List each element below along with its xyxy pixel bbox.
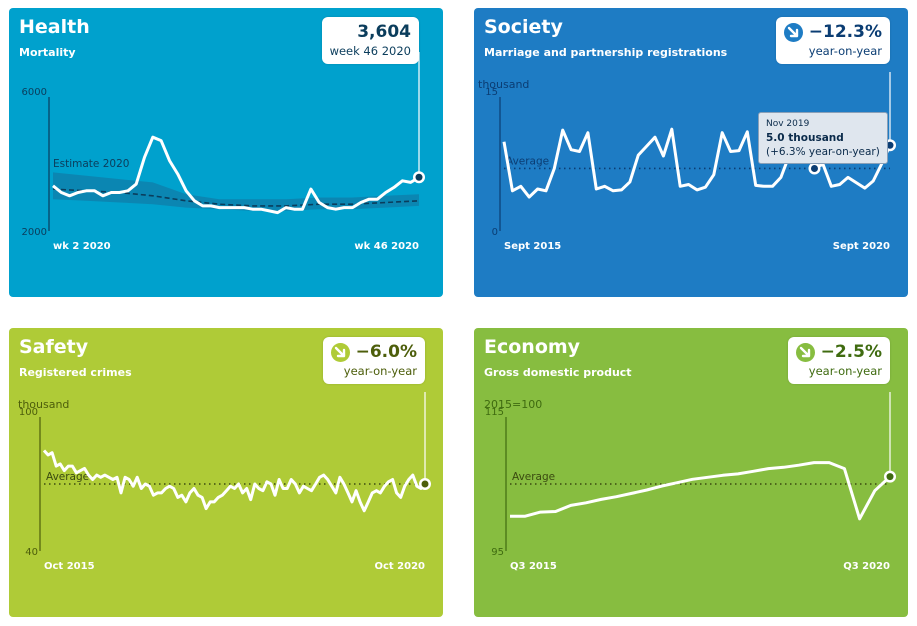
arrow-down-right-icon: [795, 342, 815, 362]
tooltip-change: (+6.3% year-on-year): [766, 146, 880, 158]
health-chart: 6000 2000 wk 2 2020 wk 46 2020 Estimate 2020: [22, 52, 425, 252]
economy-kpi-box: −2.5% year-on-year: [787, 337, 890, 384]
health-mortality-line: [52, 135, 420, 215]
society-last-point: [886, 141, 894, 149]
health-xtick-start: wk 2 2020: [53, 241, 111, 252]
safety-series-line: [42, 449, 427, 513]
economy-panel[interactable]: 115 95 Q3 2015 Q3 2020 2015=100 Average Econo…: [474, 328, 908, 617]
economy-ylabel: 2015=100: [484, 398, 542, 411]
safety-last-point: [421, 480, 429, 488]
economy-last-point: [886, 473, 894, 481]
health-estimate-band: [53, 172, 419, 211]
health-subtitle: Mortality: [19, 46, 76, 59]
society-panel[interactable]: 15 0 Sept 2015 Sept 2020 thousand Average Soc…: [474, 8, 908, 297]
safety-kpi-label: year-on-year: [343, 364, 417, 378]
health-kpi-label: week 46 2020: [329, 44, 411, 58]
society-tooltip: Nov 2019 5.0 thousand (+6.3% year-on-yea…: [758, 112, 888, 164]
economy-xtick-start: Q3 2015: [510, 561, 557, 572]
arrow-down-right-icon: [330, 342, 350, 362]
society-series-line: [502, 127, 892, 199]
society-kpi-value: −12.3%: [808, 22, 882, 42]
economy-kpi-label: year-on-year: [808, 364, 882, 378]
tooltip-value: 5.0 thousand: [766, 132, 844, 144]
economy-ytick-top: 115: [485, 407, 504, 418]
safety-kpi-value: −6.0%: [355, 342, 417, 362]
economy-title: Economy: [484, 336, 581, 358]
society-average-label: Average: [506, 155, 549, 167]
economy-average-label: Average: [512, 471, 555, 483]
economy-xtick-end: Q3 2020: [843, 561, 890, 572]
society-ytick-bottom: 0: [492, 227, 498, 238]
health-kpi-box: 3,604 week 46 2020: [321, 17, 419, 64]
health-ytick-top: 6000: [22, 87, 47, 98]
health-estimate-label: Estimate 2020: [53, 158, 129, 170]
economy-subtitle: Gross domestic product: [484, 366, 632, 379]
society-chart: 15 0 Sept 2015 Sept 2020 thousand Average: [478, 72, 896, 252]
safety-xtick-end: Oct 2020: [374, 561, 425, 572]
safety-xtick-start: Oct 2015: [44, 561, 95, 572]
economy-kpi-value: −2.5%: [820, 342, 882, 362]
health-kpi-value: 3,604: [357, 22, 411, 42]
tooltip-date: Nov 2019: [766, 119, 810, 129]
safety-panel[interactable]: 100 40 Oct 2015 Oct 2020 thousand Average Saf…: [9, 328, 443, 617]
safety-chart: 100 40 Oct 2015 Oct 2020 thousand Average: [18, 392, 431, 572]
economy-ytick-bottom: 95: [491, 547, 504, 558]
safety-kpi-box: −6.0% year-on-year: [322, 337, 425, 384]
economy-chart: 115 95 Q3 2015 Q3 2020 2015=100 Average: [484, 392, 896, 572]
society-title: Society: [484, 16, 563, 38]
health-title: Health: [19, 16, 90, 38]
safety-ytick-bottom: 40: [25, 547, 38, 558]
society-subtitle: Marriage and partnership registrations: [484, 46, 728, 59]
health-last-point: [415, 173, 423, 181]
economy-series-line: [510, 461, 892, 521]
society-xtick-start: Sept 2015: [504, 241, 561, 252]
safety-ylabel: thousand: [18, 398, 69, 411]
society-xtick-end: Sept 2020: [833, 241, 890, 252]
safety-ytick-top: 100: [19, 407, 38, 418]
safety-title: Safety: [19, 336, 89, 358]
safety-average-label: Average: [46, 471, 89, 483]
health-xtick-end: wk 46 2020: [354, 241, 419, 252]
safety-subtitle: Registered crimes: [19, 366, 132, 379]
society-tooltip-point: [810, 164, 818, 172]
arrow-down-right-icon: [783, 22, 803, 42]
society-kpi-box: −12.3% year-on-year: [775, 17, 890, 64]
health-panel[interactable]: 6000 2000 wk 2 2020 wk 46 2020 Estimate 2020…: [9, 8, 443, 297]
society-ytick-top: 15: [485, 87, 498, 98]
health-ytick-bottom: 2000: [22, 227, 47, 238]
society-ylabel: thousand: [478, 78, 529, 91]
society-kpi-label: year-on-year: [808, 44, 882, 58]
